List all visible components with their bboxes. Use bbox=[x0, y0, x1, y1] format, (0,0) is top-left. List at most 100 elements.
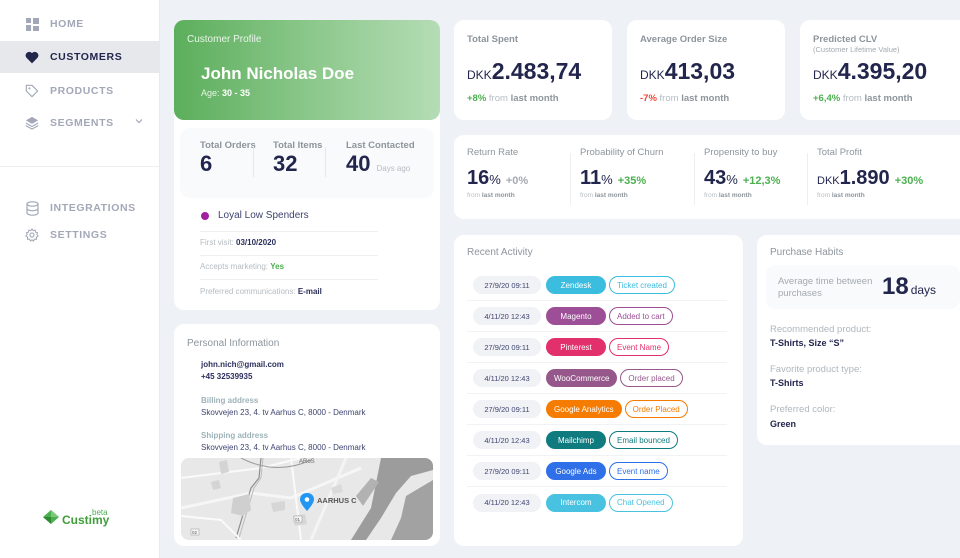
recommended-product-label: Recommended product: bbox=[770, 324, 872, 335]
profile-header: Customer Profile John Nicholas Doe Age: … bbox=[174, 20, 440, 120]
activity-source-badge[interactable]: Intercom bbox=[546, 493, 606, 512]
kpi-total-spent: Total Spent DKK2.483,74 +8% from last mo… bbox=[454, 20, 612, 120]
metric-propensity-to-buy: Propensity to buy 43% +12,3% from last mo… bbox=[704, 147, 781, 199]
activity-date: 27/9/20 09:11 bbox=[473, 400, 541, 418]
activity-date: 4/11/20 12:43 bbox=[473, 369, 541, 387]
metric-divider bbox=[807, 153, 808, 205]
activity-event-badge[interactable]: Event Name bbox=[609, 338, 670, 356]
first-visit: First visit: 03/10/2020 bbox=[200, 238, 277, 247]
map-place-label: AARHUS C bbox=[317, 496, 357, 505]
metric-return-rate: Return Rate 16% +0% from last month bbox=[467, 147, 529, 199]
activity-source-badge[interactable]: Google Ads bbox=[546, 462, 606, 480]
logo-name: Custimy bbox=[62, 512, 110, 527]
segment-color-dot bbox=[201, 211, 209, 220]
activity-date: 4/11/20 12:43 bbox=[473, 493, 541, 512]
email[interactable]: john.nich@gmail.com bbox=[201, 360, 284, 369]
customer-segment[interactable]: Loyal Low Spenders bbox=[201, 210, 309, 221]
avg-time-between-purchases: Average time between purchases 18 days bbox=[766, 265, 960, 309]
layers-icon bbox=[24, 115, 40, 131]
sidebar-item-label: SEGMENTS bbox=[50, 117, 114, 129]
sidebar-item-segments[interactable]: SEGMENTS bbox=[0, 107, 160, 139]
personal-card-title: Personal Information bbox=[187, 338, 280, 349]
stat-total-orders: Total Orders 6 bbox=[200, 140, 256, 176]
activity-date: 4/11/20 12:43 bbox=[473, 307, 541, 325]
sidebar-item-label: INTEGRATIONS bbox=[50, 202, 136, 214]
favorite-product-type-label: Favorite product type: bbox=[770, 364, 862, 375]
activity-event-badge[interactable]: Order Placed bbox=[624, 400, 688, 418]
activity-source-badge[interactable]: Zendesk bbox=[546, 276, 606, 294]
divider bbox=[200, 279, 378, 280]
activity-row[interactable]: 4/11/20 12:43 WooCommerce Order placed bbox=[467, 363, 727, 394]
sidebar-item-settings[interactable]: SETTINGS bbox=[0, 219, 160, 251]
preferred-communications: Preferred communications: E-mail bbox=[200, 287, 322, 296]
beta-badge: beta bbox=[92, 508, 108, 517]
address-map[interactable]: ARoS AARHUS C 01 02 bbox=[181, 458, 433, 540]
customer-profile-card: Customer Profile John Nicholas Doe Age: … bbox=[174, 20, 440, 310]
activity-event-badge[interactable]: Email bounced bbox=[609, 431, 678, 449]
activity-row[interactable]: 4/11/20 12:43 Magento Added to cart bbox=[467, 301, 727, 332]
sidebar-item-products[interactable]: PRODUCTS bbox=[0, 75, 160, 107]
activity-date: 4/11/20 12:43 bbox=[473, 431, 541, 449]
recent-activity-card: Recent Activity 27/9/20 09:11 Zendesk Tick… bbox=[454, 235, 743, 546]
activity-source-badge[interactable]: Pinterest bbox=[546, 338, 606, 356]
sidebar-item-integrations[interactable]: INTEGRATIONS bbox=[0, 192, 160, 224]
activity-event-badge[interactable]: Event name bbox=[609, 462, 668, 480]
activity-row[interactable]: 4/11/20 12:43 Mailchimp Email bounced bbox=[467, 425, 727, 456]
metrics-card: Return Rate 16% +0% from last month Proba… bbox=[454, 135, 960, 219]
metric-divider bbox=[570, 153, 571, 205]
metric-divider bbox=[694, 153, 695, 205]
activity-event-badge[interactable]: Ticket created bbox=[609, 276, 675, 294]
sidebar-item-label: CUSTOMERS bbox=[50, 51, 123, 63]
sidebar-item-label: HOME bbox=[50, 18, 84, 30]
activity-row[interactable]: 4/11/20 12:43 Intercom Chat Opened bbox=[467, 487, 727, 518]
activity-source-badge[interactable]: Magento bbox=[546, 307, 606, 325]
activity-row[interactable]: 27/9/20 09:11 Zendesk Ticket created bbox=[467, 270, 727, 301]
metric-churn-probability: Probability of Churn 11% +35% from last m… bbox=[580, 147, 664, 199]
activity-row[interactable]: 27/9/20 09:11 Google Ads Event name bbox=[467, 456, 727, 487]
activity-date: 27/9/20 09:11 bbox=[473, 338, 541, 356]
shipping-address-label: Shipping address bbox=[201, 431, 269, 440]
purchase-habits-card: Purchase Habits Average time between pur… bbox=[757, 235, 960, 445]
map-pin-icon bbox=[300, 493, 314, 511]
chevron-down-icon[interactable] bbox=[134, 116, 144, 129]
accepts-marketing: Accepts marketing: Yes bbox=[200, 262, 285, 271]
activity-event-badge[interactable]: Chat Opened bbox=[609, 493, 673, 512]
kpi-subtitle: (Customer Lifetime Value) bbox=[813, 45, 900, 54]
phone[interactable]: +45 32539935 bbox=[201, 372, 253, 381]
shipping-address: Skovvejen 23, 4. tv Aarhus C, 8000 - Den… bbox=[201, 443, 366, 452]
sidebar-item-home[interactable]: HOME bbox=[0, 8, 160, 40]
billing-address: Skovvejen 23, 4. tv Aarhus C, 8000 - Den… bbox=[201, 408, 366, 417]
kpi-delta: +8% from last month bbox=[467, 93, 559, 104]
tag-icon bbox=[24, 83, 40, 99]
map-poi-label: ARoS bbox=[299, 459, 315, 465]
activity-source-badge[interactable]: WooCommerce bbox=[546, 369, 618, 387]
sidebar-divider bbox=[0, 166, 160, 167]
activity-source-badge[interactable]: Mailchimp bbox=[546, 431, 606, 449]
diamond-icon bbox=[43, 510, 59, 529]
recommended-product: T-Shirts, Size “S” bbox=[770, 338, 845, 348]
stat-last-contacted: Last Contacted 40 Days ago bbox=[346, 140, 415, 176]
dashboard-icon bbox=[24, 16, 40, 32]
sidebar-item-label: PRODUCTS bbox=[50, 85, 114, 97]
activity-date: 27/9/20 09:11 bbox=[473, 276, 541, 294]
activity-date: 27/9/20 09:11 bbox=[473, 462, 541, 480]
favorite-product-type: T-Shirts bbox=[770, 378, 804, 388]
stat-divider bbox=[325, 147, 326, 177]
gear-icon bbox=[24, 227, 40, 243]
activity-source-badge[interactable]: Google Analytics bbox=[546, 400, 622, 418]
heart-icon bbox=[24, 49, 40, 65]
profile-stats: Total Orders 6 Total Items 32 Last Conta… bbox=[180, 128, 434, 198]
activity-event-badge[interactable]: Order placed bbox=[620, 369, 683, 387]
custimy-logo[interactable]: Custimy beta bbox=[43, 508, 110, 529]
svg-text:02: 02 bbox=[192, 530, 198, 535]
activity-title: Recent Activity bbox=[467, 247, 533, 258]
customer-age: Age: 30 - 35 bbox=[201, 88, 251, 98]
activity-event-badge[interactable]: Added to cart bbox=[609, 307, 673, 325]
activity-row[interactable]: 27/9/20 09:11 Google Analytics Order Place… bbox=[467, 394, 727, 425]
preferred-color-label: Preferred color: bbox=[770, 404, 836, 415]
activity-row[interactable]: 27/9/20 09:11 Pinterest Event Name bbox=[467, 332, 727, 363]
sidebar: HOME CUSTOMERS PRODUCTS SEGMENTS INTEGRA… bbox=[0, 0, 160, 558]
customer-name: John Nicholas Doe bbox=[201, 64, 355, 83]
sidebar-item-customers[interactable]: CUSTOMERS bbox=[0, 41, 160, 73]
kpi-delta: +6,4% from last month bbox=[813, 93, 913, 104]
